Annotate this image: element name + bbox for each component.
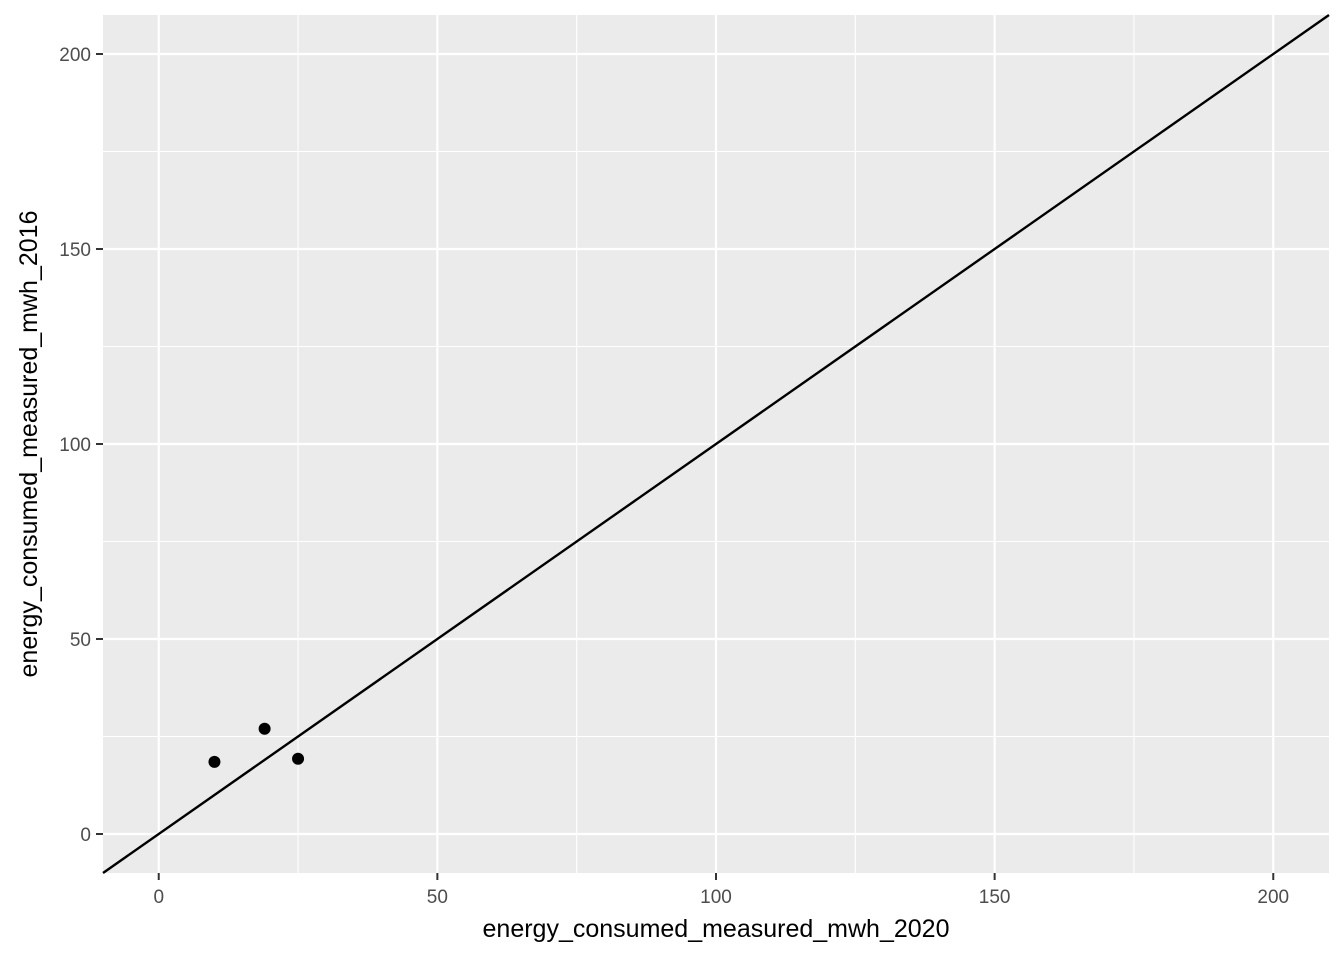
reference-line-group [102,14,1330,874]
x-tick-label: 0 [153,887,164,908]
x-axis-ticks: 0 50 100 150 200 [153,873,1289,908]
y-tick-label: 50 [70,630,91,651]
x-axis-title: energy_consumed_measured_mwh_2020 [483,915,950,943]
y-tick-label: 150 [59,240,91,261]
x-tick-label: 150 [979,887,1011,908]
data-point [292,752,305,765]
data-points [208,722,305,768]
data-point [258,722,271,735]
y-tick-label: 100 [59,435,91,456]
identity-reference-line [102,14,1330,874]
y-axis-title: energy_consumed_measured_mwh_2016 [15,211,43,678]
x-tick-label: 100 [700,887,732,908]
y-tick-label: 0 [80,825,91,846]
x-tick-label: 200 [1257,887,1289,908]
y-tick-label: 200 [59,45,91,66]
y-axis-ticks: 0 50 100 150 200 [59,45,103,846]
data-point [208,755,221,768]
x-tick-label: 50 [427,887,448,908]
